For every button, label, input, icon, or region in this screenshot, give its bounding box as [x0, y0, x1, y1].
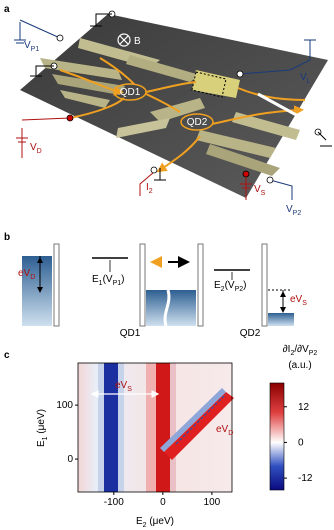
diagram-label-part: (V: [225, 280, 235, 291]
device-label-part: D: [37, 148, 42, 155]
diagram-label-part: (V: [103, 274, 113, 285]
annotation-part: eV: [216, 424, 229, 435]
y-axis-label-part: 1: [42, 436, 49, 440]
diagram-label: E2(VP2): [214, 280, 246, 293]
device-label: VP2: [286, 204, 301, 217]
device-label-part: L: [307, 78, 311, 85]
colorbar-label-part: (a.u.): [288, 360, 311, 371]
y-axis-label-part: (μeV): [36, 409, 47, 436]
diagram-label-part: QD2: [240, 328, 261, 339]
colorbar-tick-label: 0: [298, 437, 304, 448]
diagram-label-part: QD1: [120, 328, 141, 339]
diagram-label: eVD: [18, 268, 35, 281]
diagram-label-part: ): [243, 280, 246, 291]
device-label: I2: [146, 182, 153, 195]
annotation-part: D: [228, 430, 233, 437]
colorbar-label: (a.u.): [288, 360, 311, 371]
panel-label: c: [4, 350, 10, 361]
x-tick-label: -100: [104, 497, 124, 508]
device-label-part: V: [254, 184, 261, 195]
annotation: eVS: [115, 380, 132, 393]
device-label-part: V: [300, 72, 307, 83]
diagram-label-part: P1: [113, 280, 122, 287]
panel-label: a: [4, 4, 10, 15]
colorbar-label-part: ∂I: [283, 344, 291, 355]
device-label-part: S: [261, 190, 266, 197]
y-tick-label: 0: [67, 454, 73, 465]
diagram-label-part: P2: [235, 286, 244, 293]
x-axis-label-part: E: [136, 516, 143, 527]
diagram-label: eVS: [290, 294, 307, 307]
device-label-part: B: [134, 36, 141, 47]
diagram-label: E1(VP1): [92, 274, 124, 287]
device-label-part: P1: [31, 46, 40, 53]
device-label: VP1: [24, 40, 39, 53]
x-tick-label: 100: [204, 497, 221, 508]
y-tick-label: 100: [56, 400, 73, 411]
device-label-part: 2: [149, 188, 153, 195]
panel-label: b: [4, 232, 10, 243]
diagram-label: QD2: [240, 328, 261, 339]
colormap: [77, 362, 285, 493]
device-label-part: V: [30, 142, 37, 153]
energy-diagram: [22, 243, 294, 327]
diagram-label-part: 2: [221, 286, 225, 293]
x-axis-label: E2 (μeV): [136, 516, 174, 529]
device-label-part: I: [146, 182, 149, 193]
diagram-label-part: E: [92, 274, 99, 285]
device-label-part: QD1: [120, 87, 141, 98]
device-label: VS: [254, 184, 266, 197]
device-label-part: V: [24, 40, 31, 51]
x-axis-label-part: 2: [143, 522, 147, 529]
device-image: [14, 10, 332, 200]
colorbar-label: ∂I2/∂VP2: [283, 344, 318, 357]
colorbar-label-part: /∂V: [294, 344, 309, 355]
diagram-label-part: eV: [18, 268, 31, 279]
device-label: QD1: [120, 87, 141, 98]
device-label-part: V: [286, 204, 293, 215]
diagram-label: QD1: [120, 328, 141, 339]
colorbar-tick-label: 12: [298, 402, 310, 413]
y-axis-label-part: E: [36, 440, 47, 447]
colorbar-label-part: P2: [309, 350, 318, 357]
device-label: VD: [30, 142, 42, 155]
diagram-label-part: S: [302, 300, 307, 307]
device-label-part: P2: [293, 210, 302, 217]
diagram-label-part: E: [214, 280, 221, 291]
device-label-part: QD2: [187, 117, 208, 128]
diagram-label-part: ): [121, 274, 124, 285]
annotation-part: eV: [115, 380, 128, 391]
x-axis-label-part: (μeV): [147, 516, 174, 527]
diagram-label-part: eV: [290, 294, 303, 305]
annotation: eVD: [216, 424, 233, 437]
device-label: VL: [300, 72, 311, 85]
device-label: QD2: [187, 117, 208, 128]
device-label: B: [134, 36, 141, 47]
colorbar-tick-label: -12: [298, 473, 313, 484]
diagram-label-part: D: [30, 274, 35, 281]
colorbar-label-part: 2: [290, 350, 294, 357]
diagram-label-part: 1: [99, 280, 103, 287]
x-tick-label: 0: [160, 497, 166, 508]
y-axis-label: E1 (μeV): [36, 409, 49, 447]
annotation-part: S: [127, 386, 132, 393]
